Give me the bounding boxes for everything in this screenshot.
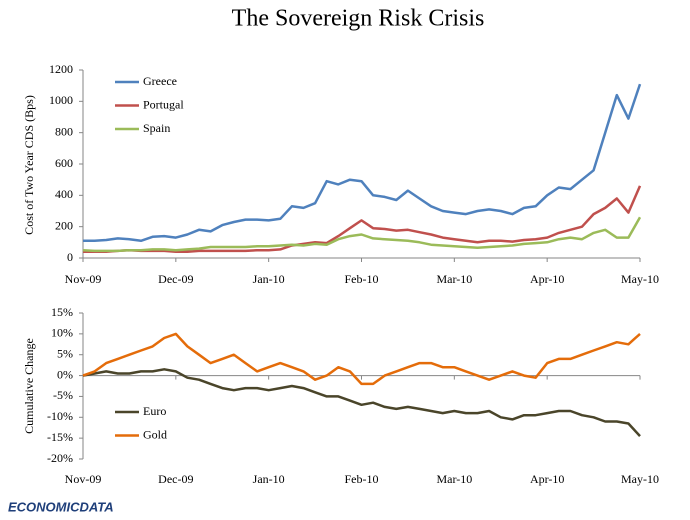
y-tick-label: 0% — [57, 367, 73, 381]
x-tick-label: May-10 — [621, 272, 659, 286]
x-tick-label: Mar-10 — [436, 472, 472, 486]
y-axis-label: Cost of Two Year CDS (Bps) — [22, 95, 36, 235]
y-tick-label: -10% — [47, 409, 73, 423]
series-line — [83, 185, 642, 253]
x-tick-label: Apr-10 — [530, 272, 564, 286]
y-tick-label: 400 — [55, 187, 73, 201]
y-tick-label: 0 — [67, 250, 73, 264]
legend-label: Gold — [143, 427, 167, 441]
x-tick-label: Nov-09 — [65, 272, 102, 286]
x-tick-label: Jan-10 — [253, 472, 285, 486]
y-tick-label: -5% — [53, 388, 73, 402]
y-tick-label: 600 — [55, 156, 73, 170]
legend-label: Euro — [143, 404, 166, 418]
series-line — [82, 368, 641, 437]
y-tick-label: 5% — [57, 346, 73, 360]
y-tick-label: 1200 — [49, 62, 73, 76]
series-line — [83, 83, 642, 243]
x-tick-label: Jan-10 — [253, 272, 285, 286]
logo: ECONOMICDATA — [8, 499, 114, 514]
x-tick-label: Feb-10 — [345, 272, 379, 286]
x-tick-label: Mar-10 — [436, 272, 472, 286]
chart-title: The Sovereign Risk Crisis — [232, 6, 485, 32]
legend-label: Greece — [143, 74, 177, 88]
y-tick-label: 10% — [51, 326, 73, 340]
y-tick-label: 800 — [55, 124, 73, 138]
y-axis-label: Cumulative Change — [22, 338, 36, 434]
y-tick-label: 200 — [55, 218, 73, 232]
x-tick-label: Nov-09 — [65, 472, 102, 486]
legend-label: Spain — [143, 121, 170, 135]
series-line — [82, 332, 641, 386]
series-line — [82, 216, 642, 253]
y-tick-label: -20% — [47, 451, 73, 465]
x-tick-label: May-10 — [621, 472, 659, 486]
y-tick-label: -15% — [47, 430, 73, 444]
x-tick-label: Apr-10 — [530, 472, 564, 486]
x-tick-label: Dec-09 — [158, 272, 193, 286]
y-tick-label: 15% — [51, 305, 73, 319]
x-tick-label: Dec-09 — [158, 472, 193, 486]
legend-label: Portugal — [143, 97, 184, 111]
y-tick-label: 1000 — [49, 93, 73, 107]
x-tick-label: Feb-10 — [345, 472, 379, 486]
